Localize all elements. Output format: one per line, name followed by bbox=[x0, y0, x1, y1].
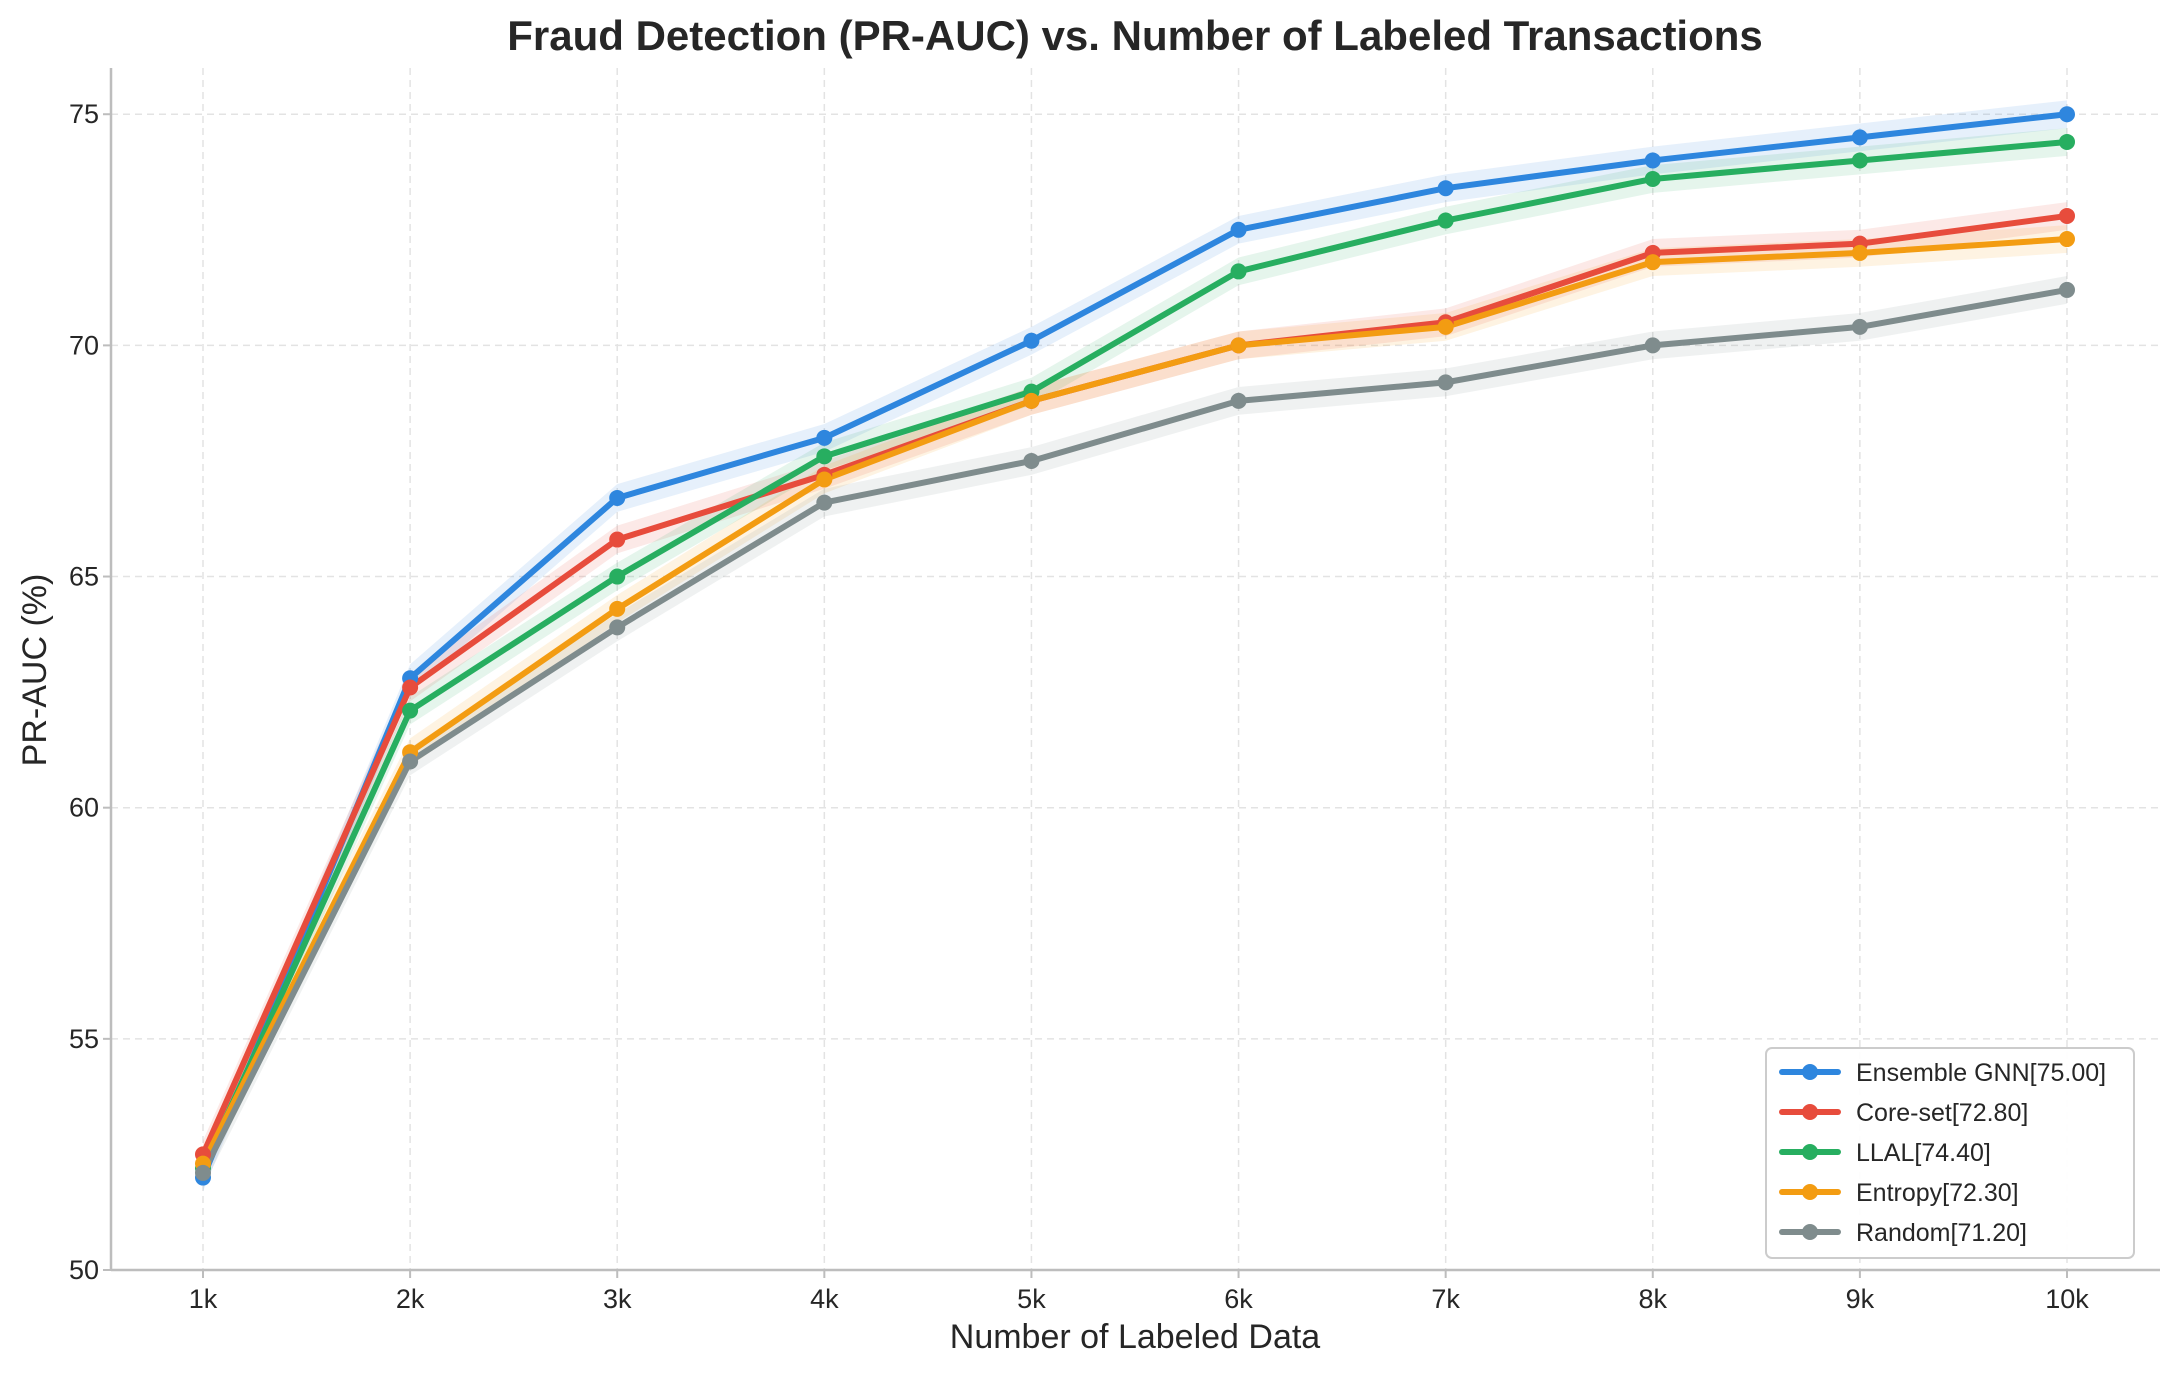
data-point bbox=[1644, 152, 1661, 169]
x-tick-label: 5k bbox=[1017, 1284, 1046, 1314]
legend-marker bbox=[1802, 1104, 1818, 1120]
series-band-2 bbox=[203, 128, 2067, 1183]
series-line-1 bbox=[200, 212, 2070, 1158]
grid bbox=[111, 68, 2160, 1270]
legend-label: Core-set[72.80] bbox=[1856, 1099, 2028, 1127]
y-tick-label: 65 bbox=[69, 562, 99, 592]
x-tick-label: 3k bbox=[603, 1284, 632, 1314]
legend-marker bbox=[1802, 1184, 1818, 1200]
axes bbox=[109, 68, 2160, 1272]
data-point bbox=[195, 1164, 211, 1181]
data-point bbox=[816, 429, 833, 446]
x-tick-label: 8k bbox=[1639, 1284, 1668, 1314]
legend: Ensemble GNN[75.00] Core-set[72.80] LLAL[7… bbox=[1765, 1047, 2135, 1259]
legend-label: Entropy[72.30] bbox=[1856, 1179, 2019, 1207]
x-tick-label: 10k bbox=[2045, 1284, 2089, 1314]
legend-label: LLAL[74.40] bbox=[1856, 1139, 1991, 1167]
y-tick-label: 70 bbox=[69, 330, 99, 360]
x-tick-label: 6k bbox=[1224, 1284, 1253, 1314]
data-point bbox=[816, 471, 833, 488]
data-point bbox=[1644, 337, 1661, 354]
data-point bbox=[1230, 263, 1247, 280]
data-point bbox=[1851, 129, 1868, 146]
data-point bbox=[1644, 170, 1661, 187]
legend-marker bbox=[1802, 1224, 1818, 1240]
data-point bbox=[1023, 392, 1040, 409]
legend-entry: Entropy[72.30] bbox=[1779, 1179, 2019, 1207]
y-axis-label: PR-AUC (%) bbox=[16, 574, 54, 767]
legend-entry: Core-set[72.80] bbox=[1779, 1099, 2028, 1127]
data-point bbox=[1230, 337, 1247, 354]
data-point bbox=[2059, 106, 2075, 123]
legend-label: Random[71.20] bbox=[1856, 1219, 2027, 1247]
error-bands bbox=[203, 100, 2067, 1192]
y-tick-label: 55 bbox=[69, 1024, 99, 1054]
data-point bbox=[1437, 374, 1454, 391]
data-point bbox=[609, 489, 626, 506]
legend-marker bbox=[1802, 1144, 1818, 1160]
chart-title: Fraud Detection (PR-AUC) vs. Number of L… bbox=[507, 12, 1763, 59]
data-point bbox=[1023, 332, 1040, 349]
data-point bbox=[1023, 452, 1040, 469]
data-point bbox=[2059, 281, 2075, 298]
data-point bbox=[609, 619, 626, 636]
x-tick-label: 4k bbox=[810, 1284, 839, 1314]
legend-entry: Ensemble GNN[75.00] bbox=[1779, 1059, 2106, 1087]
x-axis-label: Number of Labeled Data bbox=[950, 1318, 1321, 1356]
data-point bbox=[1851, 244, 1868, 261]
x-axis-ticks: 1k 2k 3k 4k 5k 6k 7k 8k 9k 10k bbox=[189, 1270, 2089, 1314]
x-tick-label: 7k bbox=[1431, 1284, 1460, 1314]
data-point bbox=[2059, 231, 2075, 248]
legend-box bbox=[1765, 1047, 2135, 1259]
data-point bbox=[1230, 221, 1247, 238]
x-tick-label: 1k bbox=[189, 1284, 218, 1314]
data-point bbox=[402, 702, 419, 719]
data-point bbox=[1437, 180, 1454, 197]
series-line-4 bbox=[200, 286, 2070, 1176]
data-point bbox=[2059, 207, 2075, 224]
x-tick-label: 9k bbox=[1846, 1284, 1875, 1314]
data-point bbox=[402, 753, 419, 770]
data-point bbox=[2059, 133, 2075, 150]
series-lines bbox=[200, 111, 2070, 1181]
data-point bbox=[1851, 318, 1868, 335]
data-point bbox=[1437, 318, 1454, 335]
series-line-2 bbox=[200, 138, 2070, 1172]
y-axis-ticks: 50 55 60 65 70 75 bbox=[69, 99, 111, 1285]
y-tick-label: 60 bbox=[69, 793, 99, 823]
data-point bbox=[1437, 212, 1454, 229]
legend-label: Ensemble GNN[75.00] bbox=[1856, 1059, 2106, 1087]
series-line-3 bbox=[200, 236, 2070, 1167]
y-tick-label: 50 bbox=[69, 1255, 99, 1285]
y-tick-label: 75 bbox=[69, 99, 99, 129]
data-point bbox=[609, 531, 626, 548]
series-line-0 bbox=[200, 111, 2070, 1181]
data-point bbox=[1230, 392, 1247, 409]
data-point bbox=[609, 568, 626, 585]
legend-entry: LLAL[74.40] bbox=[1779, 1139, 1991, 1167]
data-point bbox=[816, 448, 833, 465]
data-point bbox=[609, 600, 626, 617]
x-tick-label: 2k bbox=[396, 1284, 425, 1314]
legend-entry: Random[71.20] bbox=[1779, 1219, 2027, 1247]
data-point bbox=[1644, 254, 1661, 271]
legend-marker bbox=[1802, 1064, 1818, 1080]
data-point bbox=[816, 494, 833, 511]
data-point bbox=[402, 679, 419, 696]
series-points bbox=[195, 106, 2075, 1186]
data-point bbox=[1851, 152, 1868, 169]
